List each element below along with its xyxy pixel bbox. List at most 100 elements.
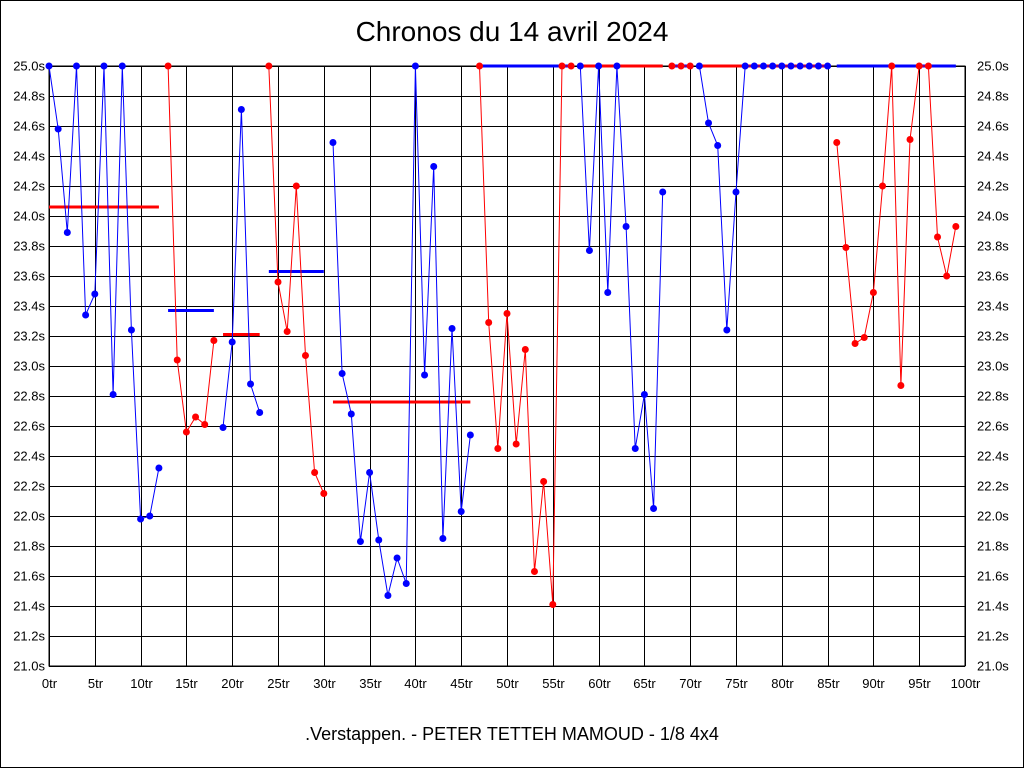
data-point (924, 62, 932, 70)
x-tick-label: 45tr (450, 676, 473, 691)
x-tick-label: 0tr (42, 676, 58, 691)
x-tick-label: 70tr (679, 676, 702, 691)
data-point (283, 328, 291, 335)
data-point (567, 62, 575, 70)
y-tick-label-left: 24.0s (13, 209, 45, 224)
data-point (860, 334, 868, 341)
data-point (137, 515, 145, 523)
x-tick-label: 50tr (496, 676, 519, 691)
data-point (943, 272, 951, 280)
data-point (741, 62, 749, 70)
y-tick-label-left: 23.8s (13, 239, 45, 254)
series-line (222, 109, 261, 428)
data-point (805, 62, 813, 70)
data-point (750, 62, 758, 70)
data-point (82, 311, 90, 319)
chart-footer: .Verstappen. - PETER TETTEH MAMOUD - 1/8… (305, 724, 719, 744)
data-point (833, 139, 841, 146)
data-point (540, 478, 548, 485)
data-point (824, 62, 832, 70)
data-point (274, 278, 282, 286)
series-line (48, 65, 160, 520)
y-tick-label-left: 23.0s (13, 359, 45, 374)
data-point (869, 289, 877, 296)
data-point (814, 62, 822, 70)
y-tick-label-right: 24.0s (977, 209, 1009, 224)
series-line (579, 65, 664, 509)
data-point (402, 580, 410, 587)
series-line (332, 65, 471, 596)
data-point (45, 62, 53, 70)
y-tick-label-right: 22.0s (977, 509, 1009, 524)
y-tick-label-right: 24.4s (977, 149, 1009, 164)
data-point (109, 391, 117, 398)
y-tick-label-right: 23.6s (977, 269, 1009, 284)
y-tick-label-left: 24.8s (13, 89, 45, 104)
data-point (311, 469, 319, 476)
data-point (888, 62, 896, 70)
data-point (393, 554, 401, 562)
data-point (320, 490, 328, 497)
x-tick-label: 35tr (359, 676, 382, 691)
data-point (182, 428, 190, 436)
data-point (155, 464, 163, 472)
x-axis: 0tr 5tr 10tr 15tr 20tr 25tr 30tr 35tr 40tr 45tr 50… (42, 676, 981, 691)
data-point (558, 62, 566, 70)
data-point (512, 440, 520, 448)
y-tick-label-right: 21.0s (977, 659, 1009, 674)
y-tick-label-left: 25.0s (13, 59, 45, 74)
data-point (439, 535, 447, 542)
series-line (167, 65, 215, 434)
data-point (640, 391, 648, 398)
data-point (201, 421, 209, 428)
series-line (836, 65, 957, 386)
x-tick-label: 90tr (862, 676, 885, 691)
data-point (494, 445, 502, 452)
data-point (521, 346, 529, 353)
data-point (228, 338, 236, 346)
data-point (54, 125, 62, 133)
y-tick-label-left: 23.2s (13, 329, 45, 344)
y-tick-label-right: 22.6s (977, 419, 1009, 434)
y-tick-label-right: 23.0s (977, 359, 1009, 374)
series-line (479, 65, 572, 605)
y-tick-label-left: 22.8s (13, 389, 45, 404)
data-point (631, 445, 639, 452)
data-point (732, 188, 740, 196)
data-point (769, 62, 777, 70)
data-point (164, 62, 172, 70)
y-tick-label-right: 23.8s (977, 239, 1009, 254)
data-point (118, 62, 126, 70)
data-point (851, 340, 859, 347)
data-point (622, 223, 630, 230)
y-tick-label-right: 23.4s (977, 299, 1009, 314)
y-tick-label-left: 23.4s (13, 299, 45, 314)
y-tick-label-right: 24.6s (977, 119, 1009, 134)
data-point (530, 568, 538, 575)
data-point (842, 244, 850, 251)
data-point (384, 592, 392, 599)
data-point (659, 188, 667, 196)
data-point (759, 62, 767, 70)
data-point (604, 289, 612, 296)
data-point (100, 62, 108, 70)
y-tick-label-left: 22.0s (13, 509, 45, 524)
data-point (375, 536, 383, 544)
data-point (411, 62, 419, 70)
data-point (256, 409, 264, 416)
y-tick-label-left: 21.8s (13, 539, 45, 554)
data-point (897, 382, 905, 389)
data-point (952, 223, 960, 230)
y-tick-label-left: 21.0s (13, 659, 45, 674)
x-tick-label: 75tr (725, 676, 748, 691)
data-point (127, 326, 135, 334)
data-point (356, 538, 364, 545)
y-tick-label-left: 22.2s (13, 479, 45, 494)
y-tick-label-right: 25.0s (977, 59, 1009, 74)
y-axis-right: 21.0s 21.2s 21.4s 21.6s 21.8s 22.0s 22.2s 22.4s… (977, 59, 1009, 674)
data-point (705, 119, 713, 127)
data-point (503, 310, 511, 317)
data-point (237, 106, 245, 113)
data-point (595, 62, 603, 70)
data-point (466, 431, 474, 439)
